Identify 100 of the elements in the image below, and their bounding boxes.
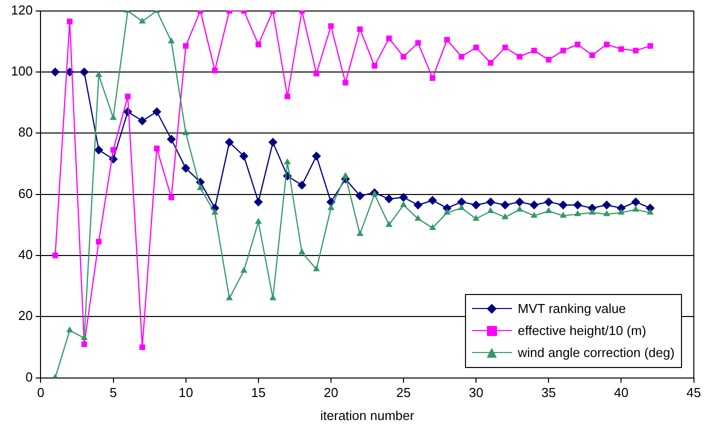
point — [589, 52, 596, 58]
point — [632, 206, 640, 212]
y-tick-label: 60 — [18, 186, 33, 201]
point — [314, 70, 320, 76]
point — [168, 37, 175, 44]
legend-label: effective height/10 (m) — [518, 323, 646, 338]
point — [110, 147, 116, 153]
point — [574, 210, 582, 216]
point — [502, 213, 509, 220]
x-tick-label: 0 — [37, 385, 44, 400]
point — [66, 326, 74, 332]
point — [80, 67, 89, 76]
point — [50, 67, 60, 76]
point — [414, 200, 423, 210]
point — [472, 214, 480, 221]
x-tick-label: 40 — [614, 385, 628, 400]
point — [182, 129, 190, 136]
point — [560, 48, 566, 54]
point — [342, 172, 349, 178]
point — [457, 197, 466, 206]
point — [632, 48, 639, 54]
point — [138, 116, 147, 126]
legend-label: wind angle correction (deg) — [518, 345, 675, 360]
point — [604, 42, 610, 48]
point — [181, 164, 190, 173]
point — [515, 197, 524, 206]
point — [603, 210, 610, 216]
point — [473, 44, 479, 50]
point — [196, 184, 204, 190]
point — [239, 152, 248, 161]
point — [312, 152, 321, 161]
point — [166, 134, 176, 144]
y-tick-label: 120 — [10, 2, 33, 18]
point — [284, 158, 291, 164]
point — [66, 18, 73, 24]
y-tick-label: 80 — [18, 124, 33, 140]
point — [168, 194, 174, 200]
point — [154, 146, 160, 152]
point — [530, 212, 538, 218]
point — [516, 206, 524, 212]
point — [502, 44, 508, 50]
point — [444, 208, 451, 215]
x-tick-label: 5 — [110, 385, 117, 400]
point — [240, 266, 248, 273]
point — [124, 94, 131, 100]
point — [400, 54, 406, 60]
point — [152, 107, 162, 116]
point — [429, 224, 436, 230]
point — [312, 265, 320, 272]
point — [516, 54, 522, 60]
x-tick-label: 20 — [324, 385, 338, 400]
point — [558, 200, 568, 210]
point — [458, 204, 466, 210]
point — [602, 200, 612, 210]
legend-label: MVT ranking value — [518, 301, 626, 316]
point — [327, 204, 334, 210]
x-tick-label: 10 — [178, 385, 194, 400]
point — [415, 40, 421, 46]
point — [386, 35, 392, 42]
x-tick-label: 35 — [541, 385, 556, 400]
point — [647, 43, 654, 49]
point — [546, 56, 552, 63]
point — [574, 42, 580, 48]
point — [224, 138, 234, 147]
point — [96, 238, 102, 245]
point — [618, 208, 625, 215]
point — [618, 46, 624, 52]
point — [254, 197, 263, 206]
point — [399, 192, 408, 202]
point — [560, 212, 567, 218]
point — [573, 200, 582, 210]
point — [81, 341, 88, 347]
point — [212, 68, 218, 74]
point — [588, 208, 596, 215]
point — [428, 196, 438, 205]
point — [284, 94, 290, 100]
point — [646, 208, 654, 215]
point — [297, 180, 306, 190]
point — [530, 200, 539, 210]
point — [94, 145, 104, 154]
point — [472, 200, 481, 210]
x-tick-label: 25 — [396, 385, 411, 400]
point — [414, 214, 422, 221]
point — [95, 71, 102, 78]
point — [256, 42, 262, 48]
point — [52, 252, 58, 258]
point — [328, 23, 334, 29]
point — [211, 208, 218, 215]
point — [357, 26, 363, 32]
point — [444, 37, 450, 43]
y-tick-label: 20 — [18, 308, 33, 324]
point — [182, 43, 189, 49]
y-tick-label: 100 — [10, 64, 33, 79]
point — [531, 48, 537, 54]
x-axis-title: iteration number — [320, 408, 415, 423]
point — [384, 194, 394, 204]
y-tick-label: 40 — [18, 247, 33, 262]
point — [386, 220, 392, 227]
point — [80, 334, 88, 340]
point — [500, 200, 510, 210]
